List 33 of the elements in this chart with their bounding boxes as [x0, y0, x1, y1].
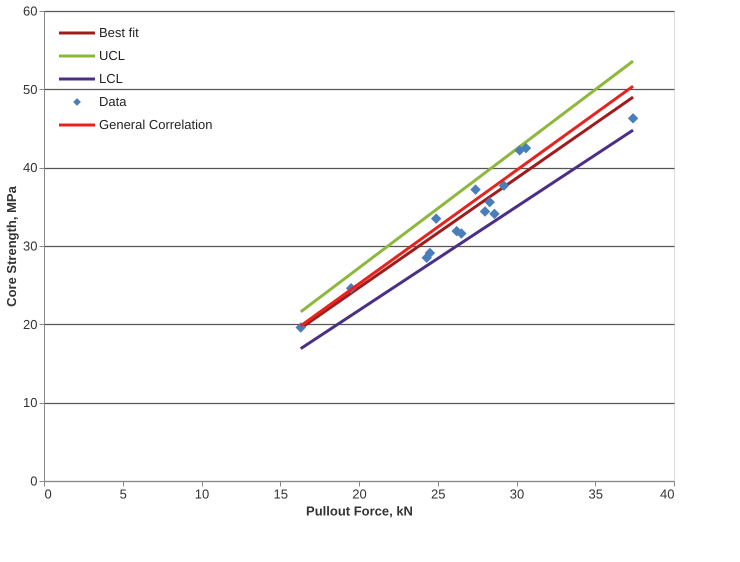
x-tick-label: 10 [194, 486, 210, 502]
point [456, 228, 467, 239]
legend-label: Best fit [99, 25, 140, 40]
x-axis-title: Pullout Force, kN [306, 504, 413, 518]
x-tick-label: 35 [588, 486, 603, 502]
x-tick-label: 30 [510, 486, 524, 502]
point [628, 113, 638, 124]
point [421, 252, 432, 263]
point [484, 196, 495, 208]
y-tick-label: 0 [30, 474, 38, 488]
y-tick-label: 10 [23, 395, 38, 410]
y-tick-label: 60 [23, 4, 38, 18]
y-tick-label: 20 [23, 316, 38, 332]
x-tick-label: 20 [352, 486, 367, 502]
legend-label: LCL [99, 71, 123, 86]
y-tick-label: 30 [23, 238, 38, 254]
y-tick-label: 50 [23, 82, 38, 97]
x-tick-label: 40 [660, 486, 674, 502]
x-tick-label: 0 [44, 486, 52, 502]
point [520, 142, 532, 154]
point [430, 213, 442, 224]
point [480, 206, 490, 217]
legend-label: Data [99, 94, 128, 109]
x-tick-label: 15 [274, 486, 288, 502]
x-tick-label: 25 [431, 486, 446, 502]
point [489, 208, 500, 220]
y-tick-label: 40 [23, 160, 38, 176]
point [470, 184, 481, 195]
x-tick-label: 5 [120, 486, 127, 502]
y-axis-title: Core Strength, MPa [4, 185, 20, 307]
point [498, 180, 510, 191]
legend-label: UCL [99, 48, 126, 63]
legend-label: General Correlation [99, 117, 212, 132]
